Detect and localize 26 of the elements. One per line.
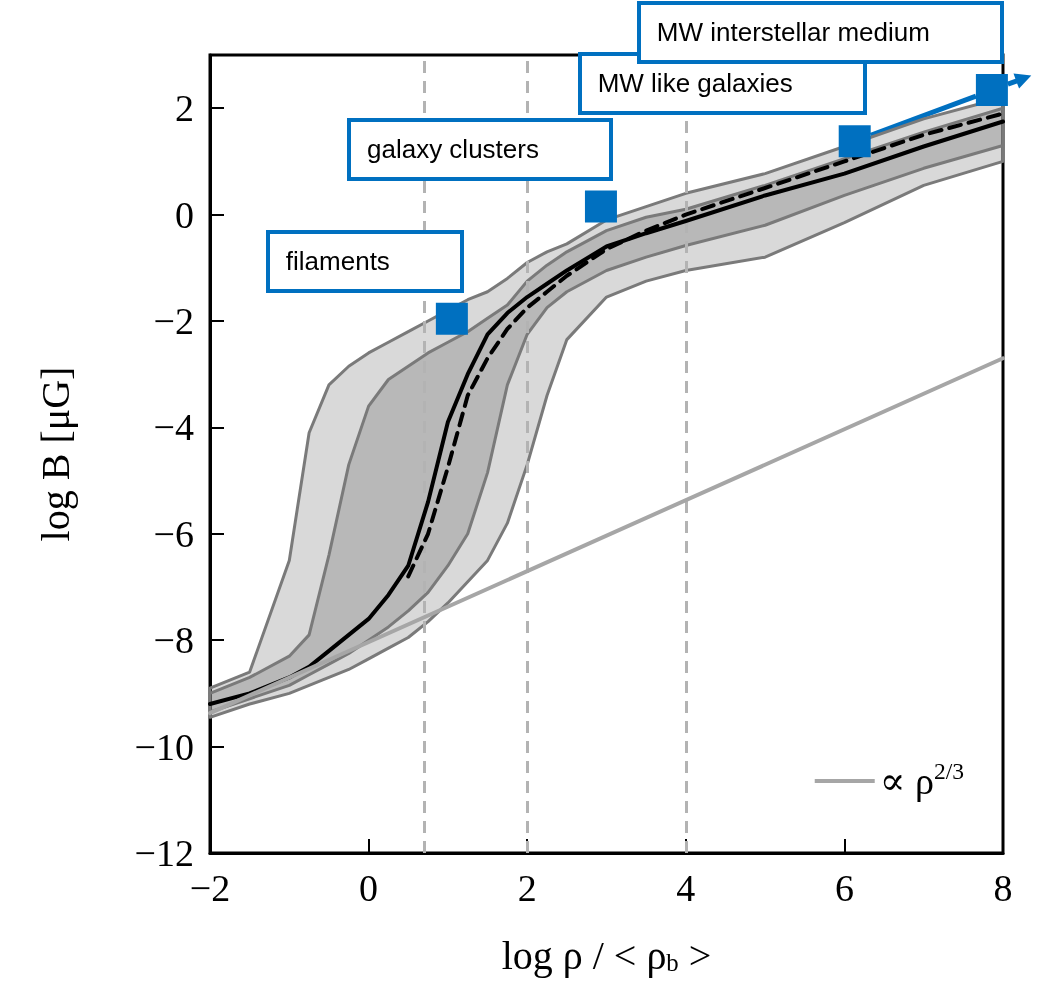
callout-box: MW interstellar medium xyxy=(636,1,1004,65)
callout-box: filaments xyxy=(265,229,464,293)
y-tick-label: −10 xyxy=(134,725,194,768)
point xyxy=(838,125,871,158)
y-tick-label: −12 xyxy=(134,832,194,874)
x-tick-label: 4 xyxy=(676,867,696,909)
annotation: MW like galaxies xyxy=(597,68,793,99)
point xyxy=(584,190,617,223)
x-tick-label: 6 xyxy=(834,867,854,909)
y-tick-label: −6 xyxy=(153,512,194,555)
annotation: filaments xyxy=(285,245,390,276)
y-tick-label: 0 xyxy=(175,193,194,236)
x-axis-title: log ρ / < ρb > xyxy=(501,932,712,978)
y-axis-title: log B [μG] xyxy=(32,366,78,542)
y-tick-label: −2 xyxy=(153,300,194,342)
annotation: galaxy clusters xyxy=(366,133,539,164)
y-tick-label: −4 xyxy=(153,406,194,449)
point xyxy=(975,74,1008,107)
y-tick-label: 2 xyxy=(175,87,194,130)
x-tick-label: 0 xyxy=(359,867,379,909)
point xyxy=(435,302,468,335)
x-tick-label: 8 xyxy=(993,867,1013,909)
annotation: MW interstellar medium xyxy=(656,17,930,48)
y-tick-label: −8 xyxy=(153,619,194,662)
x-tick-label: 2 xyxy=(517,867,537,909)
callout-box: galaxy clusters xyxy=(347,117,613,181)
